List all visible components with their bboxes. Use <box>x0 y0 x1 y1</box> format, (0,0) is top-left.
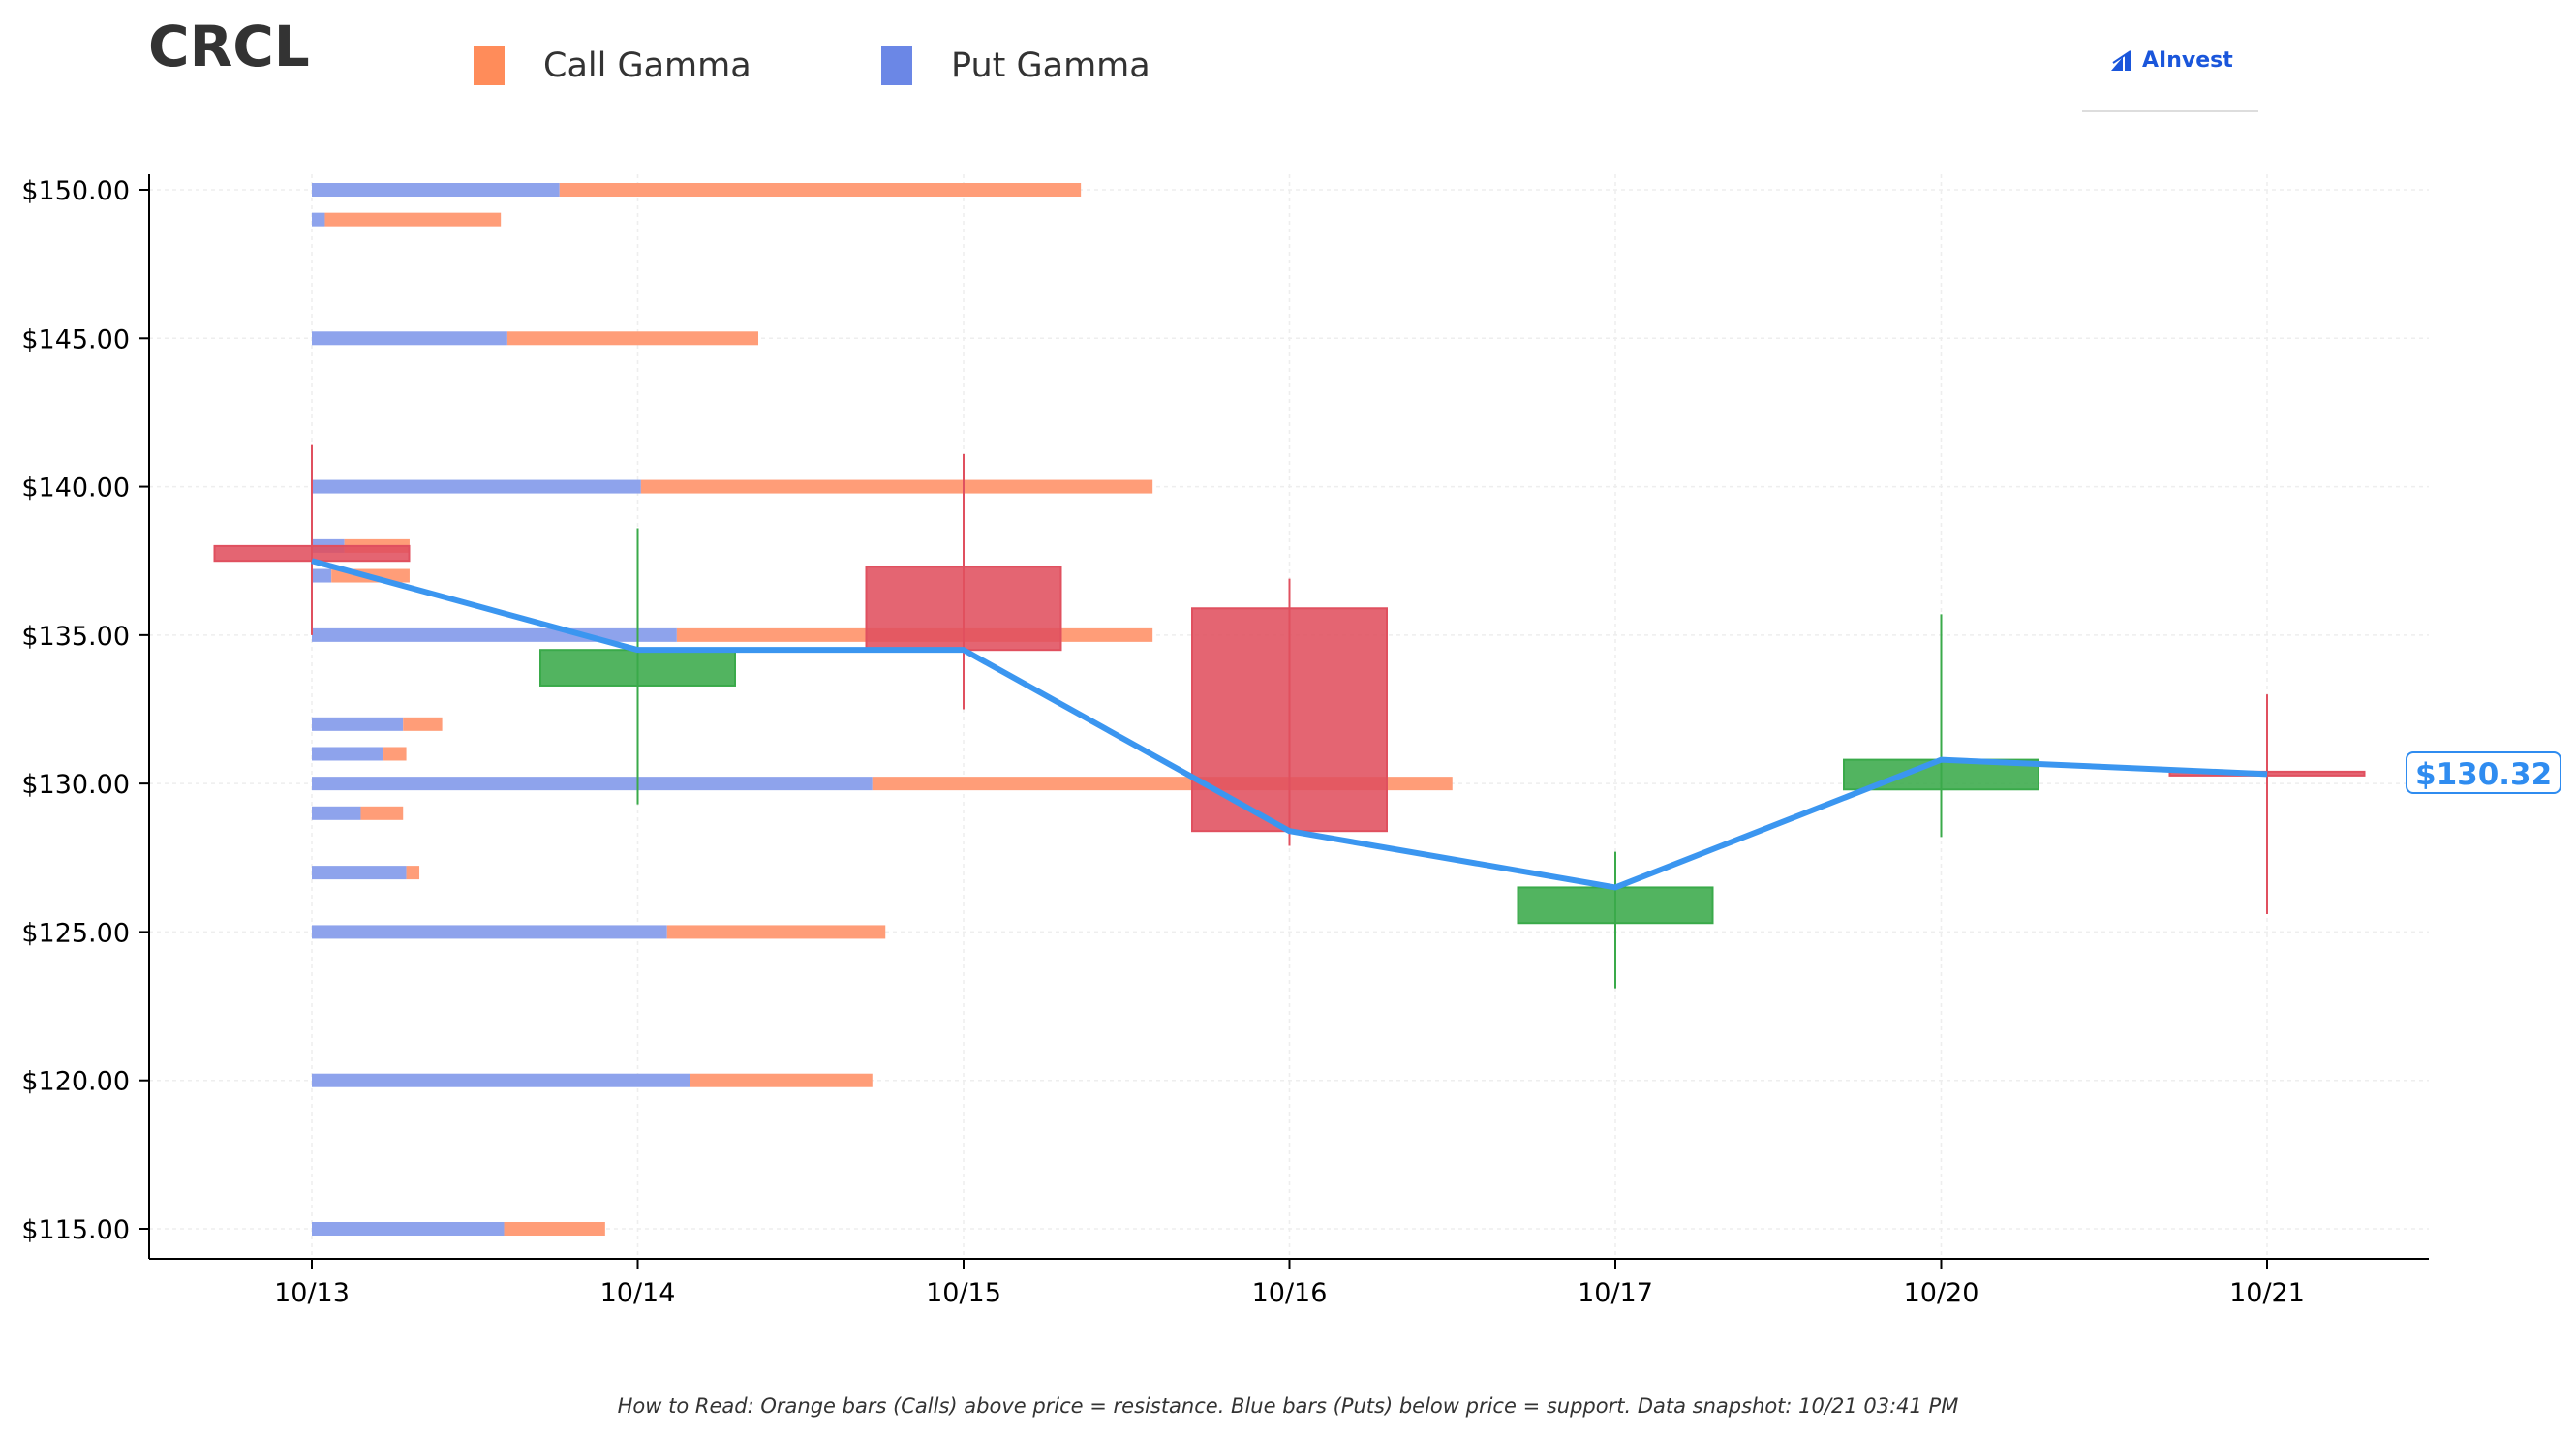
call-gamma-bar-120 <box>690 1073 873 1087</box>
put-gamma-bar-137 <box>312 568 332 583</box>
call-gamma-bar-150 <box>559 183 1082 197</box>
candle-body-1 <box>539 649 736 687</box>
put-gamma-bar-149 <box>312 212 325 227</box>
logo-divider <box>2082 110 2258 112</box>
put-gamma-bar-131 <box>312 747 384 761</box>
put-gamma-bar-129 <box>312 806 361 820</box>
call-gamma-bar-127 <box>406 866 420 880</box>
legend-label-call: Call Gamma <box>543 46 751 85</box>
put-gamma-swatch <box>881 46 912 85</box>
candle-body-0 <box>213 544 411 563</box>
y-tick-label: $125.00 <box>21 918 130 948</box>
chart-title: CRCL <box>148 14 310 79</box>
call-gamma-bar-125 <box>666 925 886 939</box>
y-tick-label: $145.00 <box>21 324 130 354</box>
call-gamma-bar-115 <box>504 1222 605 1236</box>
put-gamma-bar-140 <box>312 479 641 494</box>
footnote: How to Read: Orange bars (Calls) above p… <box>617 1394 1959 1418</box>
call-gamma-bar-132 <box>403 717 443 731</box>
candle-body-4 <box>1517 886 1714 925</box>
legend-item-call-gamma: Call Gamma <box>474 37 751 95</box>
ainvest-logo-icon <box>2111 49 2131 71</box>
put-gamma-bar-130 <box>312 777 873 791</box>
put-gamma-bar-127 <box>312 866 407 880</box>
x-tick-label: 10/20 <box>1904 1278 1979 1308</box>
ainvest-logo: AInvest <box>2109 48 2233 73</box>
call-gamma-bar-129 <box>360 806 404 820</box>
call-gamma-bar-131 <box>383 747 407 761</box>
y-tick-label: $115.00 <box>21 1215 130 1245</box>
y-tick-label: $150.00 <box>21 176 130 206</box>
candle-body-2 <box>865 566 1062 652</box>
y-tick-label: $130.00 <box>21 770 130 800</box>
put-gamma-bar-125 <box>312 925 667 939</box>
call-gamma-swatch <box>474 46 505 85</box>
put-gamma-bar-115 <box>312 1222 505 1236</box>
put-gamma-bar-132 <box>312 717 404 731</box>
y-tick-label: $120.00 <box>21 1067 130 1097</box>
legend-label-put: Put Gamma <box>951 46 1150 85</box>
x-tick-label: 10/17 <box>1578 1278 1653 1308</box>
x-tick-label: 10/15 <box>926 1278 1001 1308</box>
candle-body-3 <box>1191 607 1388 833</box>
x-tick-label: 10/21 <box>2229 1278 2305 1308</box>
put-gamma-bar-120 <box>312 1073 690 1087</box>
x-tick-label: 10/16 <box>1252 1278 1328 1308</box>
call-gamma-bar-145 <box>506 331 759 346</box>
put-gamma-bar-150 <box>312 183 560 197</box>
current-price-badge: $130.32 <box>2406 751 2562 794</box>
x-tick-label: 10/13 <box>274 1278 350 1308</box>
call-gamma-bar-149 <box>324 212 502 227</box>
logo-text: AInvest <box>2142 48 2233 73</box>
price-line <box>311 558 2268 891</box>
y-tick-label: $140.00 <box>21 474 130 504</box>
put-gamma-bar-145 <box>312 331 507 346</box>
y-tick-label: $135.00 <box>21 622 130 652</box>
x-tick-label: 10/14 <box>600 1278 676 1308</box>
call-gamma-bar-140 <box>640 479 1153 494</box>
put-gamma-bar-135 <box>312 627 677 642</box>
legend-item-put-gamma: Put Gamma <box>881 37 1150 95</box>
